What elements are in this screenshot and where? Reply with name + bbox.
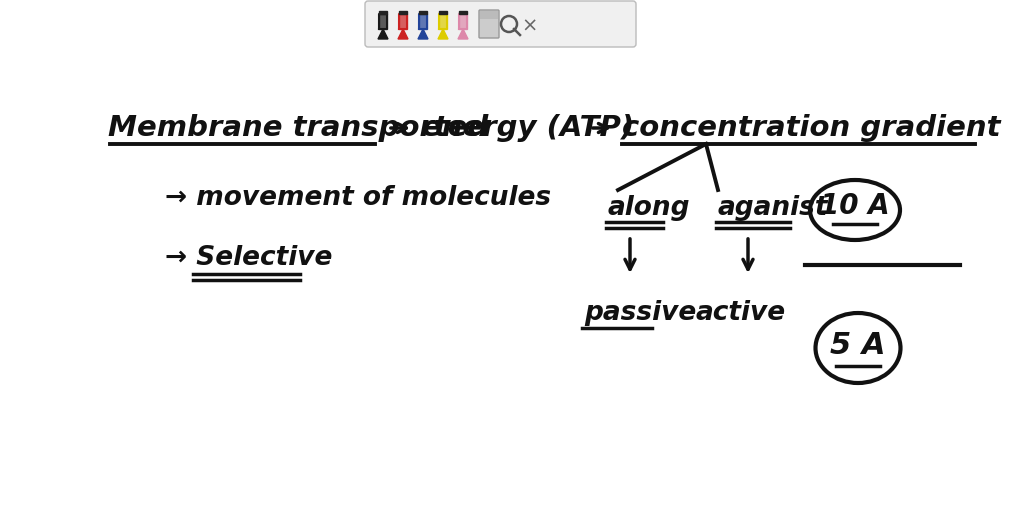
Text: aganist: aganist [718,195,828,221]
Polygon shape [439,14,447,29]
Polygon shape [418,29,428,39]
Polygon shape [439,11,447,14]
Text: Membrane transported: Membrane transported [108,114,488,142]
FancyBboxPatch shape [365,1,636,47]
Polygon shape [379,11,387,14]
Polygon shape [399,14,407,29]
Text: ×: × [522,16,539,35]
Polygon shape [438,29,449,39]
Text: 5 A: 5 A [830,331,886,359]
Polygon shape [398,29,408,39]
Text: along: along [608,195,690,221]
Polygon shape [379,14,387,29]
Text: → movement of molecules: → movement of molecules [165,185,551,211]
Polygon shape [419,11,427,14]
Polygon shape [378,29,388,39]
Polygon shape [399,11,407,14]
Polygon shape [419,14,427,29]
Polygon shape [458,29,468,39]
Text: → Selective: → Selective [165,245,333,271]
Polygon shape [459,14,467,29]
Text: active: active [696,300,786,326]
Text: energy (ATP): energy (ATP) [422,114,634,142]
Text: 10 A: 10 A [820,192,890,220]
FancyBboxPatch shape [480,11,498,19]
Polygon shape [459,11,467,14]
Text: passive: passive [584,300,696,326]
FancyBboxPatch shape [479,10,499,38]
Text: concentration gradient: concentration gradient [622,114,1000,142]
